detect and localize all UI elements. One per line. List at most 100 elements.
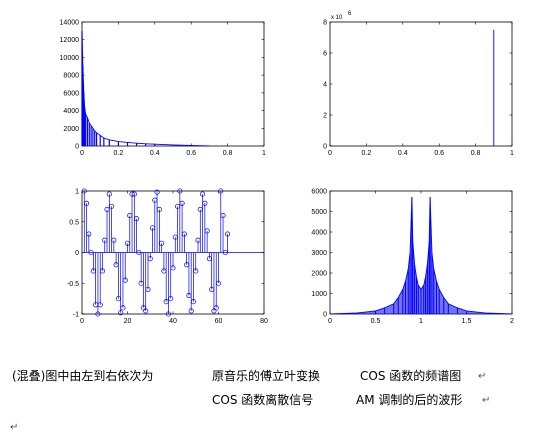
stem-marker [86, 231, 92, 237]
y-tick-label: 0 [323, 144, 327, 151]
plot-cos-discrete-signal: 0 20 40 60 80 -1 -0.5 0 0.5 1 [67, 188, 268, 325]
stem-marker [218, 188, 224, 194]
y-tick-label: 0 [75, 144, 79, 151]
stem-marker [181, 231, 187, 237]
stem-marker [145, 286, 151, 292]
x-tick-label: 1.5 [462, 318, 472, 325]
x-tick-label: 0.6 [186, 150, 196, 157]
stem-marker [120, 305, 126, 311]
plot-cos-spectrum: 0 0.2 0.4 0.6 0.8 1 0 2 4 6 8 x 10 6 [323, 11, 514, 157]
y-tick-label: 5000 [311, 209, 327, 216]
x-tick-label: 1 [419, 318, 423, 325]
stem-marker [170, 265, 176, 271]
stem-marker [131, 191, 137, 197]
stem-marker [204, 228, 210, 234]
x-tick-label: 20 [124, 318, 132, 325]
stem-marker [143, 308, 149, 314]
axes-frame [329, 21, 513, 147]
stem-marker [99, 268, 106, 274]
paragraph-mark-2: ↵ [482, 395, 491, 406]
stem-marker [220, 213, 226, 219]
y-tick-label: 8000 [63, 73, 79, 80]
y-tick-label: 3000 [311, 250, 327, 257]
axes-frame [81, 21, 265, 147]
caption-line1-item1: 原音乐的傅立叶变换 [212, 369, 321, 383]
x-tick-label: 0.5 [371, 318, 381, 325]
x-tick-label: 0 [80, 150, 84, 157]
stem-marker [193, 268, 199, 274]
stem-marker [225, 231, 231, 237]
y-tick-label: 0 [75, 250, 79, 257]
caption-line1-item2: COS 函数的频谱图 [360, 369, 462, 383]
stem-marker [95, 311, 101, 317]
x-tick-label: 0.4 [150, 150, 160, 157]
y-tick-label: 0 [323, 312, 327, 319]
figure-canvas: 0 0.2 0.4 0.6 0.8 102000400060008000100001200… [60, 11, 515, 326]
paragraph-mark-1: ↵ [478, 371, 487, 382]
stem-marker [168, 296, 174, 302]
stem-marker [179, 200, 185, 206]
stem-marker [200, 191, 206, 197]
x-tick-label: 0.8 [223, 150, 233, 157]
stem-marker [154, 189, 160, 195]
stem-marker [134, 216, 140, 222]
stem-marker [84, 200, 90, 206]
y-tick-label: 4000 [311, 230, 327, 237]
plot-am-waveform: 0 0.5 1 1.5 2 0 1000 2000 3000 4000 5000 6000 [311, 189, 514, 326]
x-tick-label: 1 [510, 150, 514, 157]
stem-marker [188, 308, 194, 314]
y-tick-label: 2000 [63, 126, 79, 133]
x-tick-label: 0 [328, 150, 332, 157]
stem-marker [159, 240, 165, 246]
x-tick-label: 0.4 [398, 150, 408, 157]
x-tick-label: 60 [215, 318, 223, 325]
stem-marker [81, 188, 87, 194]
x-tick-label: 1 [262, 150, 266, 157]
x-tick-label: 40 [169, 318, 177, 325]
y-tick-label: 8 [323, 20, 327, 27]
x-tick-label: 0 [80, 318, 84, 325]
y-tick-label: 12000 [60, 37, 80, 44]
y-tick-label: 6 [323, 51, 327, 58]
stem-marker [111, 237, 117, 243]
stem-marker [177, 188, 183, 194]
stem-marker [109, 203, 115, 209]
caption-line2-item1: COS 函数离散信号 [212, 393, 314, 407]
stem-marker [190, 299, 197, 305]
stem-marker [97, 302, 103, 308]
x-tick-label: 2 [510, 318, 514, 325]
y-tick-label: 10000 [60, 55, 80, 62]
stem-marker [215, 280, 222, 286]
caption-line1-prefix: (混叠)图中由左到右依次为 [12, 369, 154, 383]
stem-marker [118, 310, 124, 316]
y-exponent-power: 6 [348, 11, 352, 17]
stem-marker [213, 305, 219, 311]
x-tick-label: 0.2 [114, 150, 124, 157]
y-exponent-label: x 10 [331, 15, 343, 21]
y-tick-label: 14000 [60, 20, 80, 27]
y-tick-label: 0.5 [69, 219, 79, 226]
stem-marker [122, 277, 128, 283]
x-tick-label: 0.6 [434, 150, 444, 157]
paragraph-mark-3: ↵ [10, 422, 19, 433]
stem-marker [156, 206, 162, 213]
y-tick-label: 4000 [63, 108, 79, 115]
y-tick-label: 1 [75, 189, 79, 196]
y-tick-label: 6000 [311, 189, 327, 196]
caption-line2-item2: AM 调制的后的波形 [356, 393, 463, 407]
x-tick-label: 0 [328, 318, 332, 325]
y-tick-label: 2000 [311, 271, 327, 278]
stem-marker [202, 200, 208, 206]
x-tick-label: 80 [260, 318, 268, 325]
stem-marker [147, 256, 153, 262]
plot-fourier-transform: 0 0.2 0.4 0.6 0.8 1 0 2000 4000 6000 8000 10000 1200… [60, 20, 267, 158]
y-tick-label: 1000 [311, 291, 327, 298]
y-tick-label: -1 [73, 312, 79, 319]
y-tick-label: 4 [323, 82, 327, 89]
stem-marker [106, 191, 112, 197]
stem-marker [165, 311, 172, 317]
x-tick-label: 0.2 [362, 150, 372, 157]
x-tick-label: 0.8 [471, 150, 481, 157]
y-tick-label: 6000 [63, 90, 79, 97]
y-tick-label: 2 [323, 113, 327, 120]
